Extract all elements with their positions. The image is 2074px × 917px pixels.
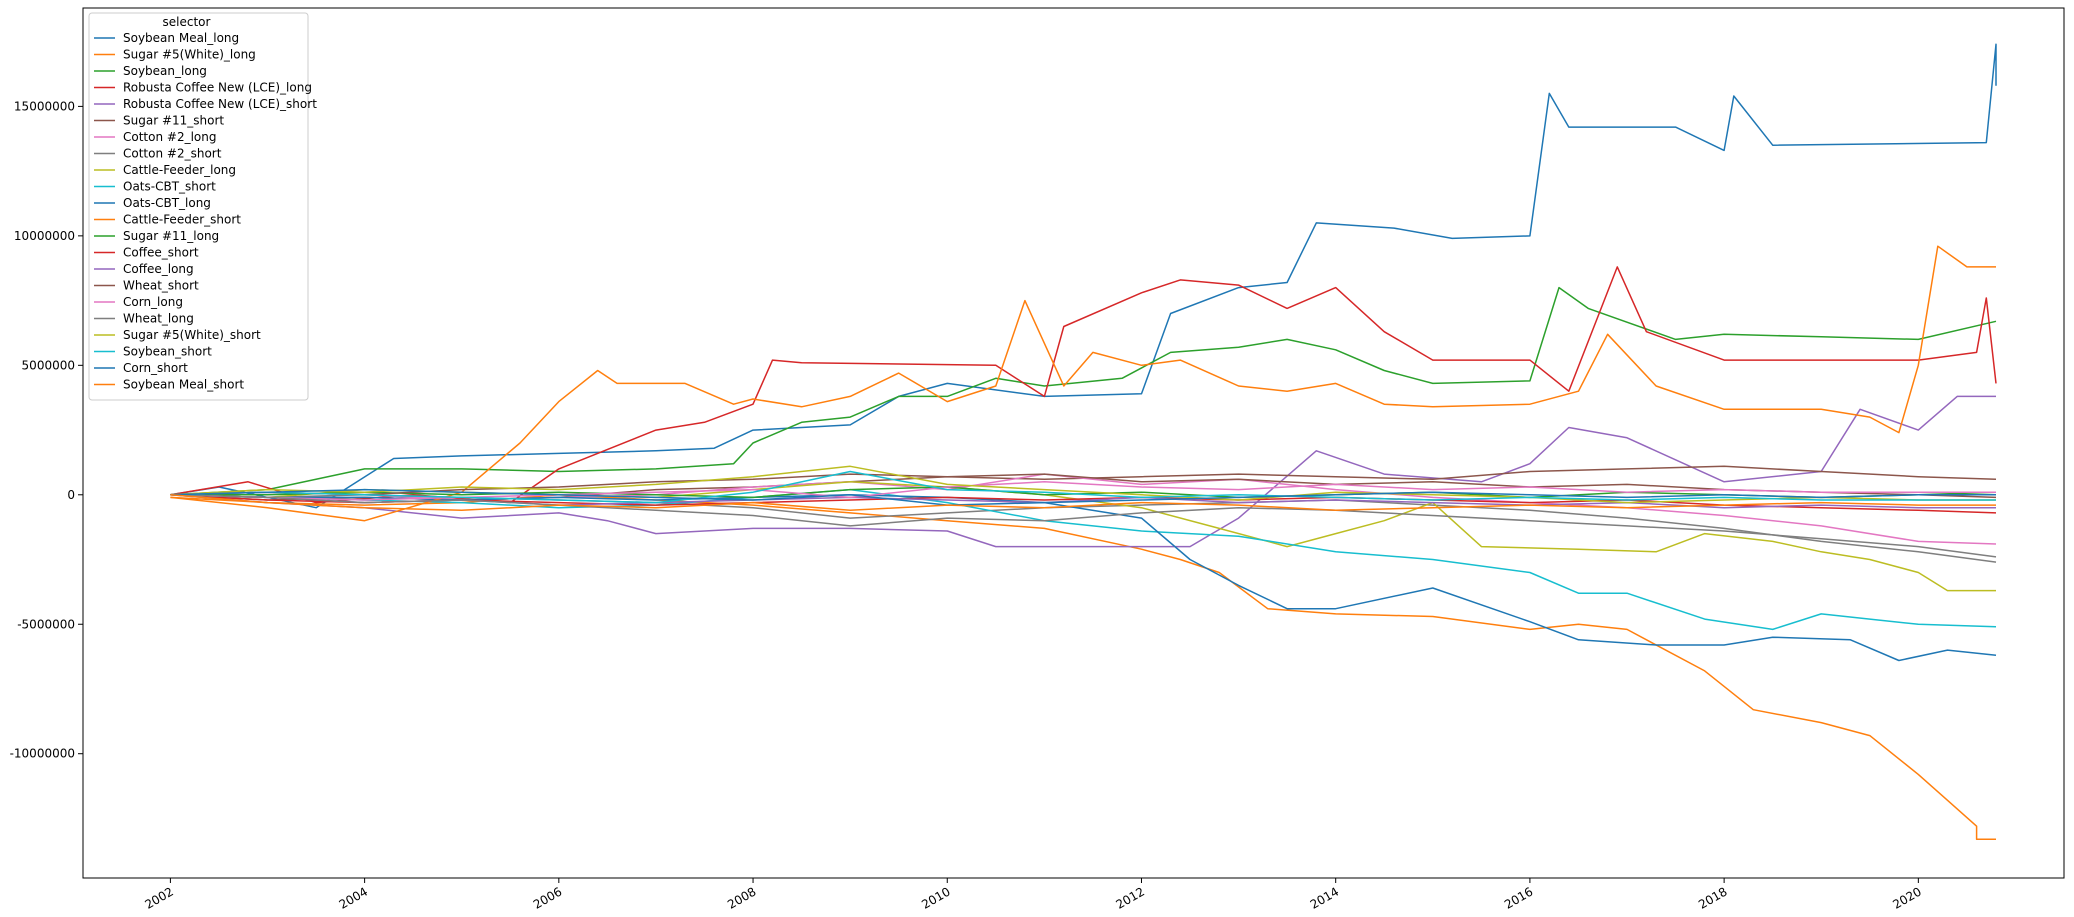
legend-entry-label: Soybean Meal_long [123,31,239,45]
legend-entry-label: Soybean_long [123,64,207,78]
legend-entry-label: Cotton #2_short [123,147,222,161]
series-line-21 [170,494,1996,512]
series-line-1 [170,494,1996,840]
series-line-9 [170,488,1997,631]
legend-entry-label: Sugar #11_long [123,229,219,243]
legend-entry-label: Corn_short [123,361,188,375]
y-tick-label: -5000000 [17,617,75,631]
legend-entry-label: Sugar #5(White)_long [123,48,256,62]
series-line-12 [170,486,1997,499]
legend-entry-label: Cotton #2_long [123,130,216,144]
legend-entry-label: Wheat_short [123,279,199,293]
series-line-3 [170,266,1997,504]
series-line-19 [170,470,1996,504]
legend-entry-label: Soybean_short [123,345,212,359]
y-tick-label: -10000000 [10,747,75,761]
legend-entry-label: Robusta Coffee New (LCE)_short [123,97,317,111]
legend-entry-label: Sugar #5(White)_short [123,328,261,342]
series-layer [170,43,1997,840]
series-line-2 [170,286,1997,496]
series-line-20 [170,488,1996,506]
series-line-4 [170,395,1996,548]
legend-entry-label: Soybean Meal_short [123,378,244,392]
legend-entry-label: Sugar #11_short [123,114,224,128]
series-line-15 [170,473,1997,499]
legend-box [88,12,309,401]
series-line-10 [170,494,1997,662]
legend-entry-label: Oats-CBT_short [123,180,216,194]
legend-entry-label: Robusta Coffee New (LCE)_long [123,81,312,95]
series-line-0 [170,43,1997,509]
series-line-18 [170,465,1996,504]
y-tick-label: 0 [67,488,75,502]
legend: selector Soybean Meal_long Sugar #5(White)… [88,12,317,401]
series-line-16 [170,481,1996,501]
legend-entry-label: Coffee_long [123,262,194,276]
legend-entry-label: Wheat_long [123,312,194,326]
legend-entry-label: Cattle-Feeder_short [123,213,241,227]
series-line-11 [170,245,1996,522]
series-line-17 [170,494,1997,558]
y-tick-label: 10000000 [14,229,75,243]
legend-entry-label: Coffee_short [123,246,199,260]
legend-entry-label: Corn_long [123,295,183,309]
legend-title: selector [163,15,211,29]
y-tick-label: 5000000 [22,358,75,372]
legend-entry-label: Oats-CBT_long [123,196,211,210]
y-tick-label: 15000000 [14,99,75,113]
legend-entry-label: Cattle-Feeder_long [123,163,236,177]
plot-frame [82,7,2065,879]
